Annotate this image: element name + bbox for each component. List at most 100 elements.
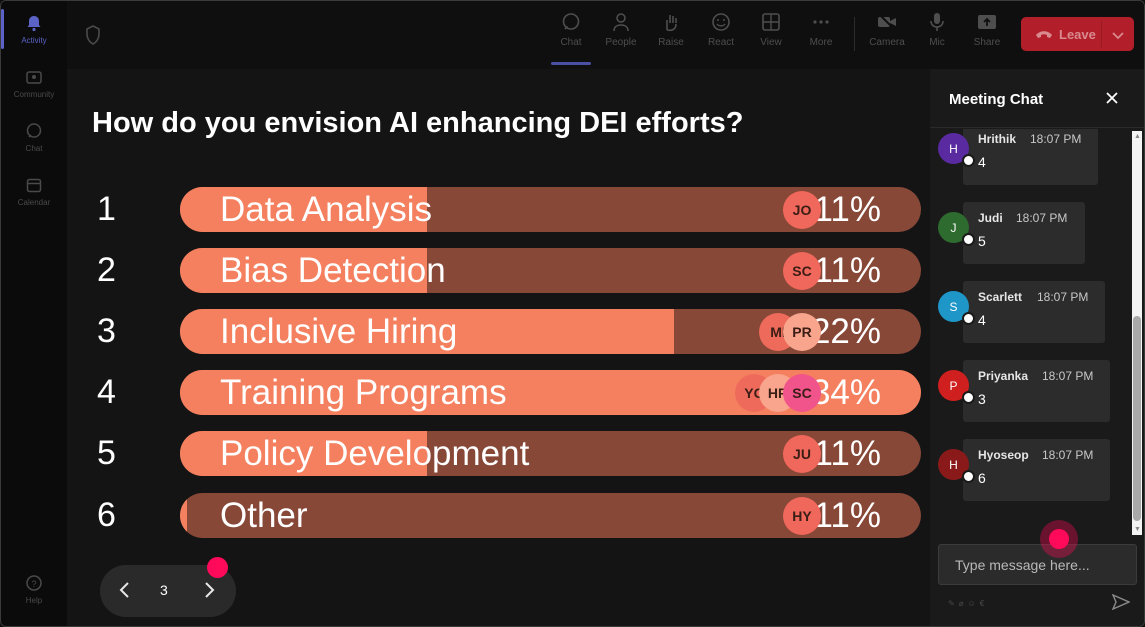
bell-icon	[24, 13, 44, 33]
message-time: 18:07 PM	[1016, 211, 1068, 225]
toolbar-camera-button[interactable]: Camera	[867, 11, 907, 48]
option-percent: 11%	[813, 434, 881, 473]
message-text: 4	[978, 154, 986, 170]
rail-item-chat[interactable]: Chat	[1, 121, 67, 173]
send-icon[interactable]	[1111, 593, 1131, 615]
rail-help-label: Help	[25, 596, 43, 605]
toolbar-label: Mic	[929, 37, 945, 48]
leave-label: Leave	[1059, 27, 1096, 42]
chat-message: Judi 18:07 PM 5 J	[930, 202, 1130, 270]
close-icon[interactable]	[1105, 91, 1119, 110]
phone-hangup-icon	[1035, 27, 1053, 44]
toolbar-react-button[interactable]: React	[701, 11, 741, 48]
message-input[interactable]	[938, 544, 1137, 585]
option-fill	[180, 248, 427, 293]
option-label: Inclusive Hiring	[220, 312, 458, 351]
toolbar-more-button[interactable]: More	[801, 11, 841, 48]
toolbar-label: Share	[973, 37, 1001, 48]
cursor-indicator-dot	[1040, 520, 1078, 558]
poll-option-bar[interactable]: Other HY 11%	[180, 493, 921, 538]
chat-icon	[560, 11, 582, 33]
scroll-down-icon[interactable]: ▼	[1134, 526, 1141, 533]
option-percent: 34%	[810, 373, 881, 412]
mic-icon	[926, 11, 948, 33]
toolbar-label: Chat	[560, 37, 582, 48]
rail-item-calendar[interactable]: Calendar	[1, 175, 67, 227]
scrollbar-thumb[interactable]	[1133, 316, 1141, 521]
option-fill	[180, 309, 674, 354]
gif-icon[interactable]: €	[979, 599, 985, 608]
rail-item-community[interactable]: Community	[1, 67, 67, 119]
message-author: Hrithik	[978, 132, 1017, 146]
scroll-up-icon[interactable]: ▲	[1134, 133, 1141, 140]
chevron-right-icon[interactable]	[202, 580, 216, 605]
help-icon: ?	[24, 573, 44, 593]
rail-item-help[interactable]: ? Help	[1, 573, 67, 625]
chat-message: Hyoseop 18:07 PM 6 H	[930, 439, 1130, 507]
chat-message: Scarlett 18:07 PM 4 S	[930, 281, 1130, 349]
format-icon[interactable]: ✎	[948, 599, 955, 608]
rail-item-label: Chat	[25, 144, 43, 153]
toolbar-mic-button[interactable]: Mic	[917, 11, 957, 48]
toolbar-label: Raise	[658, 37, 684, 48]
message-text: 5	[978, 233, 986, 249]
toolbar-view-button[interactable]: View	[751, 11, 791, 48]
poll-option-bar[interactable]: Training Programs YC HR SC 34%	[180, 370, 921, 415]
toolbar-raise-button[interactable]: Raise	[651, 11, 691, 48]
message-time: 18:07 PM	[1037, 290, 1089, 304]
message-bubble: Hyoseop 18:07 PM 6	[963, 439, 1110, 501]
share-icon	[976, 11, 998, 33]
voter-avatar: HY	[783, 497, 821, 535]
option-label: Data Analysis	[220, 190, 433, 229]
option-number: 1	[97, 190, 116, 228]
more-icon	[810, 11, 832, 33]
voter-avatar: SC	[783, 374, 821, 412]
slide-pager: 3	[100, 565, 236, 617]
community-icon	[24, 67, 44, 87]
attach-icon[interactable]: ⌀	[958, 599, 964, 608]
toolbar-share-button[interactable]: Share	[967, 11, 1007, 48]
toolbar-people-button[interactable]: People	[601, 11, 641, 48]
poll-option-bar[interactable]: Data Analysis JO 11%	[180, 187, 921, 232]
view-grid-icon	[760, 11, 782, 33]
chevron-down-icon[interactable]	[1112, 29, 1124, 44]
message-time: 18:07 PM	[1042, 369, 1094, 383]
toolbar-chat-button[interactable]: Chat	[551, 11, 591, 48]
option-percent: 11%	[813, 190, 881, 229]
message-bubble: Priyanka 18:07 PM 3	[963, 360, 1110, 422]
message-time: 18:07 PM	[1042, 448, 1094, 462]
camera-off-icon	[876, 11, 898, 33]
option-label: Policy Development	[220, 434, 530, 473]
option-percent: 22%	[810, 312, 881, 351]
chat-scrollbar[interactable]: ▲ ▼	[1132, 131, 1142, 535]
emoji-icon[interactable]: ☺	[967, 599, 976, 608]
toolbar-label: People	[605, 37, 637, 48]
option-percent: 11%	[813, 496, 881, 535]
cursor-indicator-core	[1049, 529, 1069, 549]
poll-option-bar[interactable]: Inclusive Hiring MI PR 22%	[180, 309, 921, 354]
option-label: Bias Detection	[220, 251, 446, 290]
meeting-chat-panel: Meeting Chat Hrithik 18:07 PM 4 H Judi 1…	[930, 69, 1144, 626]
poll-option-bar[interactable]: Bias Detection SC 11%	[180, 248, 921, 293]
poll-question: How do you envision AI enhancing DEI eff…	[92, 107, 744, 139]
page-number: 3	[160, 582, 168, 598]
message-author: Scarlett	[978, 290, 1023, 304]
presence-dot	[962, 154, 975, 167]
message-text: 4	[978, 312, 986, 328]
option-number: 2	[97, 251, 116, 289]
leave-button[interactable]: Leave	[1021, 17, 1134, 51]
message-text: 6	[978, 470, 986, 486]
option-label: Training Programs	[220, 373, 507, 412]
toolbar-label: React	[707, 37, 735, 48]
rail-item-label: Calendar	[17, 198, 51, 207]
message-text: 3	[978, 391, 986, 407]
rail-item-label: Community	[13, 90, 55, 99]
rail-item-activity[interactable]: Activity	[1, 13, 67, 65]
voter-avatar: JO	[783, 191, 821, 229]
chevron-left-icon[interactable]	[118, 580, 132, 605]
option-number: 3	[97, 312, 116, 350]
toolbar-selected-indicator	[551, 62, 591, 65]
meeting-toolbar: Chat People Raise React View More Camera	[67, 1, 1144, 69]
poll-option-bar[interactable]: Policy Development JU 11%	[180, 431, 921, 476]
